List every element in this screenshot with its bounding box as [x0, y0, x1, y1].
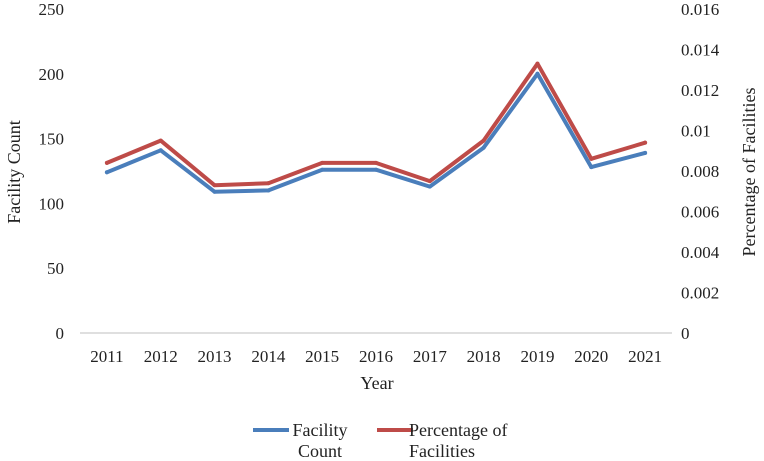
x-tick-label: 2018	[467, 347, 501, 366]
left-y-tick-label: 250	[39, 0, 65, 19]
left-y-axis-title: Facility Count	[4, 120, 24, 224]
right-y-tick-label: 0.008	[681, 162, 719, 181]
data-point	[481, 138, 486, 143]
right-y-tick-label: 0.004	[681, 243, 720, 262]
series-line-percentage-of-facilities	[104, 61, 648, 188]
data-point	[427, 179, 432, 184]
data-point	[427, 184, 432, 189]
data-point	[266, 188, 271, 193]
legend-label: Percentage of	[409, 420, 507, 440]
right-y-tick-label: 0.016	[681, 0, 719, 19]
series-lines	[104, 61, 648, 194]
data-point	[320, 160, 325, 165]
left-y-tick-label: 50	[47, 259, 64, 278]
x-tick-label: 2013	[198, 347, 232, 366]
data-point	[643, 140, 648, 145]
data-point	[481, 145, 486, 150]
data-point	[535, 61, 540, 66]
data-point	[212, 183, 217, 188]
data-point	[266, 181, 271, 186]
data-point	[158, 148, 163, 153]
x-tick-label: 2021	[628, 347, 662, 366]
x-tick-label: 2020	[574, 347, 608, 366]
left-y-tick-label: 0	[56, 324, 65, 343]
data-point	[374, 167, 378, 172]
right-y-tick-label: 0.014	[681, 41, 720, 60]
x-tick-label: 2016	[359, 347, 393, 366]
legend-label: Facility	[293, 420, 348, 440]
data-point	[643, 150, 648, 155]
data-point	[104, 170, 109, 175]
left-y-tick-label: 150	[39, 130, 65, 149]
right-y-axis-title: Percentage of Facilities	[739, 88, 759, 257]
x-axis-title: Year	[360, 373, 393, 393]
x-tick-label: 2019	[520, 347, 554, 366]
x-tick-label: 2014	[251, 347, 286, 366]
legend-label: Facilities	[409, 441, 475, 461]
data-point	[104, 160, 109, 165]
data-point	[589, 165, 594, 170]
x-tick-label: 2011	[90, 347, 123, 366]
legend-label: Count	[298, 441, 342, 461]
data-point	[320, 167, 325, 172]
right-y-tick-label: 0	[681, 324, 690, 343]
series-line-facility-count	[104, 71, 648, 194]
right-y-tick-label: 0.012	[681, 81, 719, 100]
data-point	[212, 189, 217, 194]
left-y-axis-ticks: 0 50 100 150 200 250	[39, 0, 65, 343]
data-point	[374, 160, 378, 165]
data-point	[535, 71, 540, 76]
right-y-tick-label: 0.01	[681, 122, 711, 141]
right-y-axis-ticks: 0 0.002 0.004 0.006 0.008 0.01 0.012 0.014 0.016	[681, 0, 720, 343]
x-tick-label: 2015	[305, 347, 339, 366]
x-axis-ticks: 2011 2012 2013 2014 2015 2016 2017 2018 2019 2020…	[90, 347, 662, 366]
right-y-tick-label: 0.002	[681, 284, 719, 303]
data-point	[589, 156, 594, 161]
right-y-tick-label: 0.006	[681, 203, 719, 222]
left-y-tick-label: 200	[39, 65, 65, 84]
x-tick-label: 2017	[413, 347, 448, 366]
left-y-tick-label: 100	[39, 194, 65, 213]
data-point	[158, 138, 163, 143]
x-tick-label: 2012	[144, 347, 178, 366]
